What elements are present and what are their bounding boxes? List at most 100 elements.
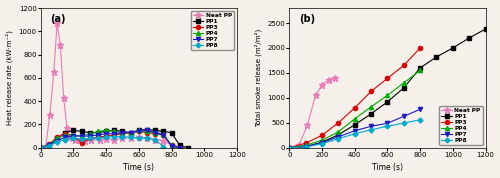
PP3 <box>136 130 142 132</box>
PP4 <box>95 130 101 132</box>
PP3 <box>152 133 158 135</box>
PP1 <box>168 132 174 134</box>
PP4 <box>78 135 84 137</box>
PP1 <box>384 101 390 103</box>
PP3 <box>54 136 60 138</box>
Legend: Neat PP, PP1, PP3, PP4, PP7, PP8: Neat PP, PP1, PP3, PP4, PP7, PP8 <box>191 11 234 50</box>
PP8 <box>70 137 76 140</box>
PP7 <box>384 122 390 124</box>
PP7 <box>54 140 60 142</box>
Neat PP <box>54 22 60 24</box>
PP4 <box>368 106 374 108</box>
Neat PP <box>66 136 72 138</box>
PP8 <box>144 137 150 140</box>
PP8 <box>103 136 109 138</box>
Neat PP <box>296 144 302 146</box>
Neat PP <box>64 127 70 129</box>
PP7 <box>417 108 423 110</box>
PP7 <box>160 134 166 136</box>
PP3 <box>319 134 325 136</box>
Text: (b): (b) <box>299 14 316 24</box>
PP4 <box>103 129 109 131</box>
Text: (a): (a) <box>50 14 66 24</box>
PP7 <box>38 147 44 149</box>
PP4 <box>120 132 126 134</box>
Neat PP <box>77 139 83 141</box>
Neat PP <box>312 94 318 96</box>
PP8 <box>95 137 101 139</box>
PP8 <box>128 136 134 138</box>
PP3 <box>95 136 101 138</box>
Neat PP <box>112 139 117 141</box>
PP8 <box>352 133 358 135</box>
Neat PP <box>128 137 134 139</box>
X-axis label: Time (s): Time (s) <box>124 163 154 172</box>
PP3 <box>160 134 166 136</box>
PP4 <box>168 144 174 146</box>
PP3 <box>368 90 374 92</box>
PP8 <box>302 146 308 148</box>
PP4 <box>112 130 117 132</box>
PP4 <box>136 129 142 131</box>
PP1 <box>78 130 84 132</box>
PP7 <box>144 129 150 131</box>
PP8 <box>62 138 68 141</box>
PP1 <box>128 132 134 134</box>
Line: PP8: PP8 <box>288 118 422 150</box>
Line: PP7: PP7 <box>288 107 422 150</box>
Line: PP4: PP4 <box>288 68 422 150</box>
PP3 <box>302 142 308 144</box>
PP8 <box>368 129 374 131</box>
Neat PP <box>319 84 325 86</box>
PP4 <box>352 118 358 120</box>
Neat PP <box>69 137 75 140</box>
Neat PP <box>42 146 48 148</box>
PP8 <box>120 136 126 138</box>
PP8 <box>87 137 93 140</box>
PP1 <box>87 132 93 134</box>
PP8 <box>286 147 292 149</box>
PP1 <box>103 130 109 132</box>
PP8 <box>160 145 166 148</box>
PP7 <box>152 132 158 134</box>
Neat PP <box>152 138 158 141</box>
PP8 <box>152 138 158 141</box>
PP4 <box>336 131 342 133</box>
Neat PP <box>144 137 150 140</box>
PP1 <box>70 129 76 131</box>
PP3 <box>70 135 76 137</box>
Line: PP3: PP3 <box>288 46 422 150</box>
PP4 <box>70 134 76 136</box>
PP3 <box>384 77 390 79</box>
PP7 <box>112 133 117 135</box>
PP3 <box>352 107 358 109</box>
PP8 <box>136 137 142 139</box>
Legend: Neat PP, PP1, PP3, PP4, PP7, PP8: Neat PP, PP1, PP3, PP4, PP7, PP8 <box>440 106 482 145</box>
PP4 <box>384 94 390 96</box>
PP8 <box>54 141 60 143</box>
PP3 <box>87 137 93 140</box>
Neat PP <box>136 136 142 138</box>
Line: PP7: PP7 <box>38 128 182 150</box>
Line: PP3: PP3 <box>38 129 182 150</box>
PP4 <box>54 137 60 140</box>
PP4 <box>87 133 93 135</box>
Neat PP <box>326 79 332 81</box>
PP7 <box>78 135 84 137</box>
PP3 <box>417 47 423 49</box>
PP3 <box>286 147 292 149</box>
PP1 <box>38 147 44 149</box>
PP1 <box>120 130 126 132</box>
PP1 <box>368 113 374 115</box>
Neat PP <box>332 77 338 79</box>
PP7 <box>62 136 68 138</box>
PP3 <box>176 147 182 149</box>
PP7 <box>302 146 308 148</box>
PP7 <box>319 142 325 144</box>
PP3 <box>168 144 174 146</box>
PP1 <box>136 129 142 131</box>
PP1 <box>185 147 191 149</box>
PP7 <box>368 125 374 127</box>
PP8 <box>46 145 52 147</box>
PP7 <box>352 130 358 132</box>
